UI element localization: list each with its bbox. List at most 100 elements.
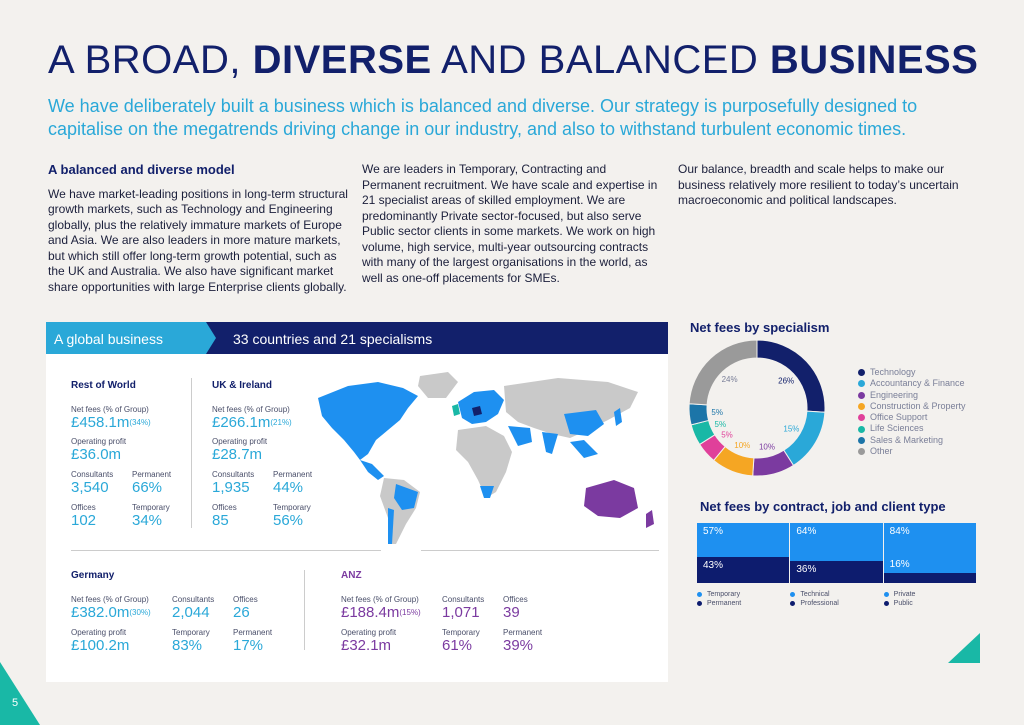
op-profit-label: Operating profit [71,628,127,637]
divider [71,550,381,551]
donut-label-0: 26% [778,377,794,386]
legend-label: Engineering [870,389,919,400]
net-fees-amount: £382.0m [71,604,130,621]
permanent-value: 17% [233,637,264,654]
contract-heading: Net fees by contract, job and client typ… [700,499,946,514]
consultants-label: Consultants [212,470,255,479]
op-profit-value: £32.1m [341,637,392,654]
legend-item: Permanent [697,599,741,608]
net-fees-label: Net fees (% of Group) [71,405,149,414]
intro-column-2: We are leaders in Temporary, Contracting… [362,162,667,286]
legend-swatch [858,403,865,411]
legend-label: Accountancy & Finance [870,378,965,389]
op-profit-label: Operating profit [212,437,268,446]
region-rest-of-world: Rest of World Net fees (% of Group) £458… [71,380,177,529]
map-asia [504,378,638,438]
bar-top-0: 57% [697,523,790,558]
bar-legend-0: Temporary Permanent [697,590,741,608]
legend-swatch [858,369,865,377]
temporary-label: Temporary [172,628,210,637]
column-heading: A balanced and diverse model [48,162,235,177]
region-germany: Germany Net fees (% of Group) £382.0m(30%… [71,570,278,654]
map-australia [584,480,638,518]
offices-label: Offices [71,503,96,512]
legend-item-0: Technology [858,367,966,378]
temporary-label: Temporary [132,503,170,512]
corner-triangle-decoration [948,633,980,663]
page-corner-decoration [0,662,40,725]
map-uk-ireland [452,404,460,416]
map-china [564,410,604,436]
title-part: A BROAD, [48,38,241,82]
permanent-value: 44% [273,479,304,496]
legend-label: Sales & Marketing [870,434,944,445]
legend-swatch [858,425,865,433]
consultants-value: 1,071 [442,604,480,621]
map-north-america [318,382,418,460]
title-part: AND BALANCED [441,38,759,82]
offices-value: 26 [233,604,250,621]
legend-item: Temporary [697,590,741,599]
region-name: UK & Ireland [212,380,273,391]
panel-tab: A global business [46,322,216,354]
contract-bar-chart: 57% 43% 64% 36% 84% 16% [697,523,977,583]
bar-bottom-1: 36% [790,561,883,583]
map-japan [614,408,622,426]
net-fees-percent: (15%) [399,608,421,617]
map-india [542,432,558,454]
permanent-label: Permanent [273,470,313,479]
world-map [318,372,654,544]
page-title: A BROAD, DIVERSE AND BALANCED BUSINESS [48,38,978,83]
net-fees-percent: (21%) [270,418,292,427]
legend-swatch [858,391,865,399]
legend-swatch [858,414,865,422]
net-fees-amount: £458.1m [71,414,130,431]
bar-bottom-label: 16% [889,559,910,571]
global-business-panel: A global business 33 countries and 21 sp… [46,322,668,682]
legend-label: Construction & Property [870,400,966,411]
net-fees-amount: £188.4m [341,604,400,621]
bar-legend-1: Technical Professional [790,590,839,608]
map-africa [456,426,512,498]
map-germany [472,406,482,416]
temporary-value: 83% [172,637,203,654]
intro-column-1: A balanced and diverse model We have mar… [48,162,348,295]
region-uk-ireland: UK & Ireland Net fees (% of Group) £266.… [212,380,318,529]
column-text: We have market-leading positions in long… [48,186,348,294]
consultants-value: 2,044 [172,604,210,621]
legend-item-7: Other [858,446,966,457]
donut-label-1: 15% [783,424,799,433]
bar-top-2: 84% [883,523,976,574]
map-chile [388,508,394,544]
op-profit-value: £36.0m [71,446,122,463]
net-fees-value: £266.1m(21%) [212,414,318,431]
permanent-label: Permanent [132,470,172,479]
offices-label: Offices [233,595,258,604]
specialism-donut-chart: 26%15%10%10%5%5%5%24% [688,339,826,477]
map-central-america [360,460,384,480]
consultants-value: 3,540 [71,479,109,496]
legend-swatch [858,380,865,388]
legend-item-6: Sales & Marketing [858,435,966,446]
temporary-label: Temporary [273,503,311,512]
offices-label: Offices [503,595,528,604]
divider [304,570,305,650]
title-bold-part: BUSINESS [769,38,979,82]
temporary-value: 61% [442,637,473,654]
temporary-value: 56% [273,512,304,529]
bar-bottom-2: 16% [883,559,976,583]
legend-item-2: Engineering [858,390,966,401]
map-middle-east [508,426,532,446]
op-profit-label: Operating profit [71,437,127,446]
legend-swatch [858,448,865,456]
region-name: ANZ [341,570,362,581]
specialism-heading: Net fees by specialism [690,320,830,335]
legend-item-4: Office Support [858,412,966,423]
op-profit-value: £28.7m [212,446,263,463]
net-fees-label: Net fees (% of Group) [341,595,419,604]
net-fees-value: £382.0m(30%) [71,604,156,621]
legend-label: Life Sciences [870,423,924,434]
net-fees-label: Net fees (% of Group) [212,405,290,414]
donut-slice-7 [688,339,758,406]
map-brazil [394,484,418,510]
